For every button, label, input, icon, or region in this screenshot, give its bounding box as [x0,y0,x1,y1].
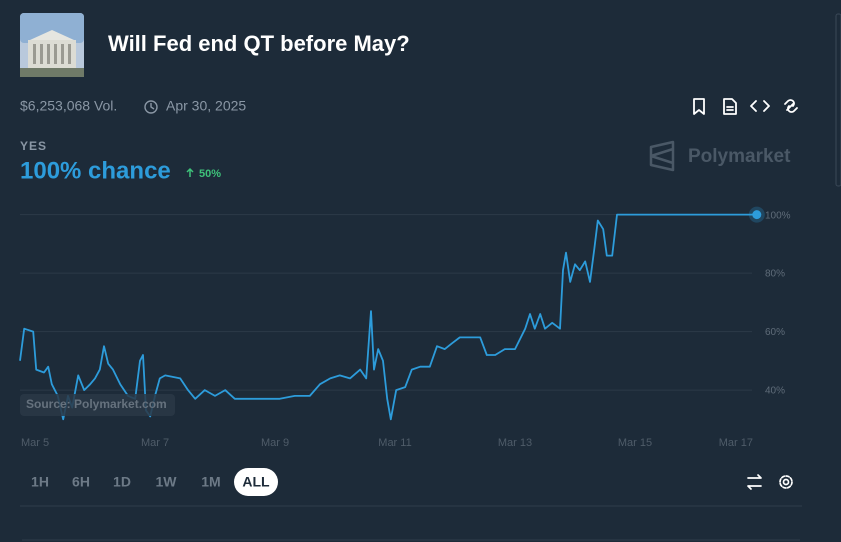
y-tick-label: 80% [765,269,785,280]
brand-name: Polymarket [688,146,791,167]
source-badge [20,394,175,416]
brand-logo [649,140,675,172]
range-buttons: 1H 6H 1D 1W 1M ALL [31,468,278,496]
chance: 100% chance [20,157,171,184]
range-button[interactable]: ALL [242,474,270,490]
end-date: Apr 30, 2025 [166,98,246,114]
chart: 40% 60% 80% 100% Mar 5 Mar 7 Mar 9 Mar 11 Mar 13… [19,206,791,449]
clock-icon [144,100,158,114]
bookmark-button[interactable] [693,98,705,115]
x-tick-label: Mar 13 [498,437,532,449]
y-tick-label: 60% [765,327,785,338]
x-tick-label: Mar 11 [378,437,411,449]
market-title: Will Fed end QT before May? [108,31,410,56]
x-tick-label: Mar 9 [261,437,289,449]
end-dot [752,210,762,220]
x-tick-label: Mar 5 [21,437,49,449]
range-button[interactable]: 1W [156,474,178,490]
source-text: Source: Polymarket.com [26,397,167,411]
up-arrow [186,167,194,177]
x-tick-label: Mar 17 [719,437,753,449]
range-button[interactable]: 6H [72,474,90,490]
x-tick-label: Mar 15 [618,437,652,449]
change: 50% [199,168,221,180]
range-button[interactable]: 1D [113,474,131,490]
link-button[interactable] [784,99,798,113]
y-tick-label: 40% [765,386,785,397]
y-tick-label: 100% [765,210,791,221]
code-button[interactable] [750,100,770,112]
range-button[interactable]: 1H [31,474,49,490]
side-panel-edge [835,13,841,187]
settings-button[interactable] [779,475,793,489]
x-tick-label: Mar 7 [141,437,169,449]
range-active-bg [234,468,278,496]
volume: $6,253,068 Vol. [20,98,117,114]
range-button[interactable]: 1M [201,474,220,490]
swap-button[interactable] [747,474,762,490]
outcome-label: YES [20,139,47,153]
price-line [19,213,757,421]
market-image [20,13,84,77]
embed-doc-button[interactable] [723,98,737,115]
